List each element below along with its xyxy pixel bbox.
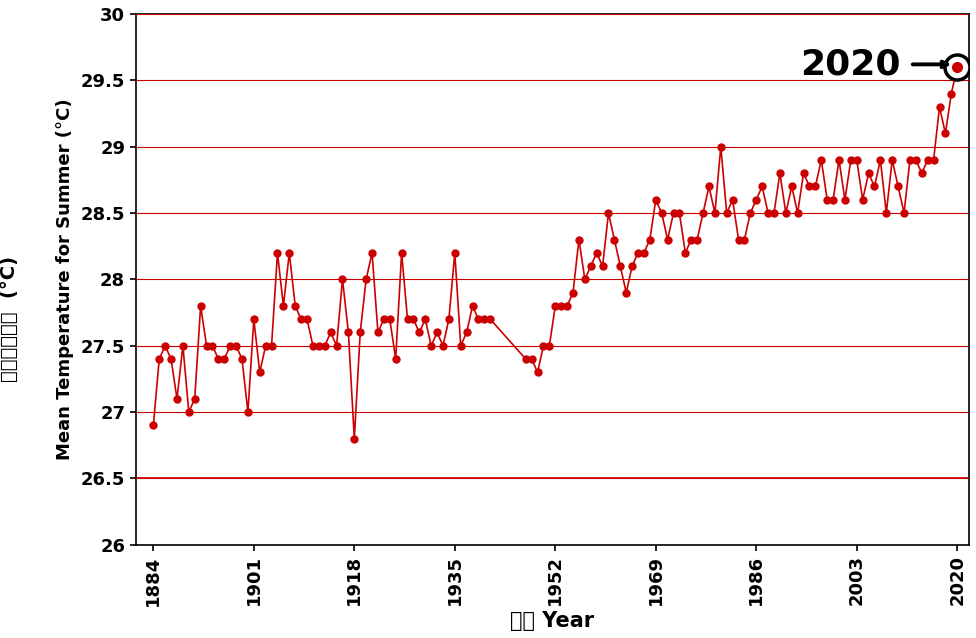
X-axis label: 年份 Year: 年份 Year	[510, 611, 594, 631]
Text: 2020: 2020	[800, 47, 901, 82]
Y-axis label: Mean Temperature for Summer (°C): Mean Temperature for Summer (°C)	[56, 99, 74, 460]
Text: 夏季平均氣溫  (°C): 夏季平均氣溫 (°C)	[0, 256, 20, 382]
